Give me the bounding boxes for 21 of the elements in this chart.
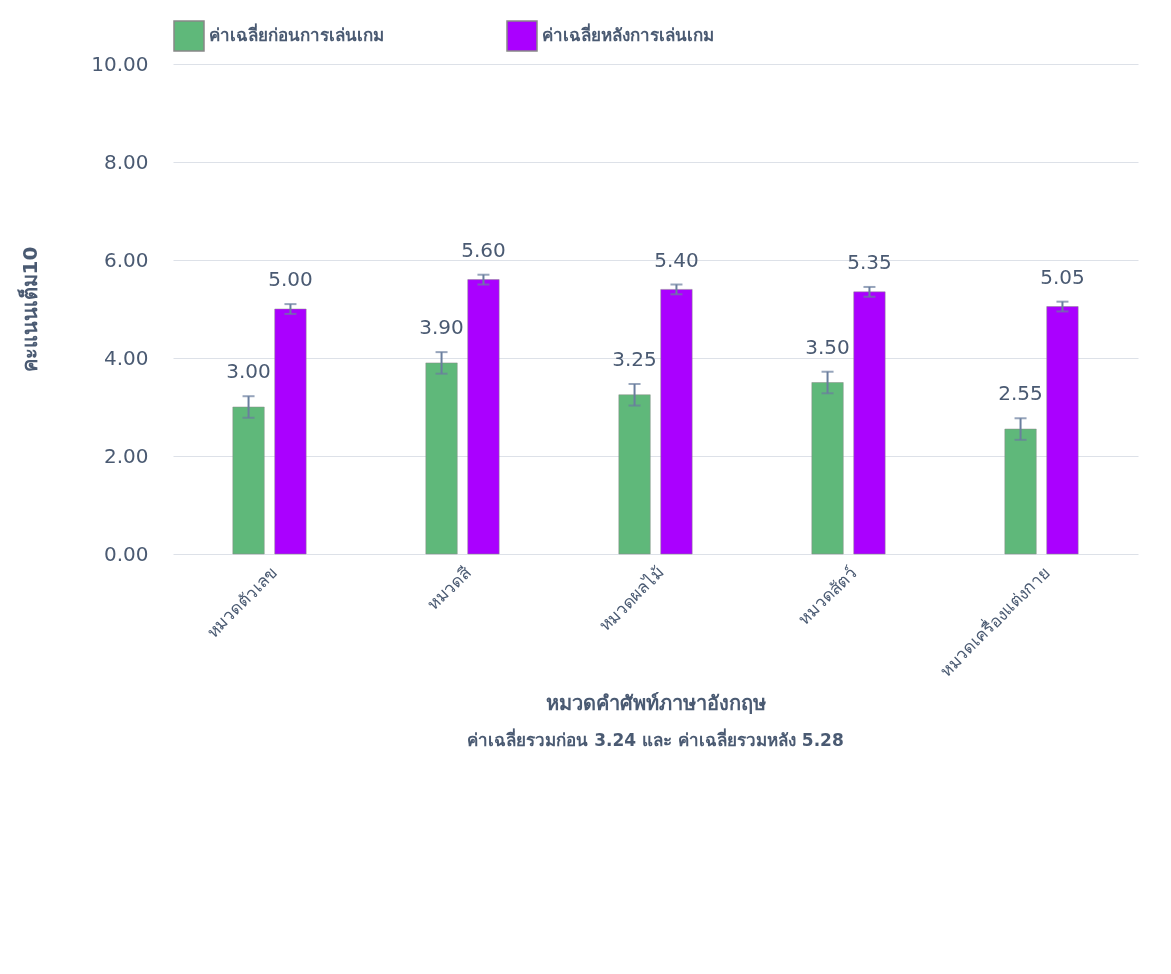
data-label: 5.60	[461, 237, 506, 262]
y-tick-label: 10.00	[91, 51, 149, 76]
y-tick-label: 4.00	[103, 345, 149, 370]
y-tick-label: 0.00	[103, 541, 149, 566]
data-label: 5.00	[268, 267, 313, 292]
x-axis-title: หมวดคำศัพท์ภาษาอังกฤษ	[546, 690, 766, 715]
legend-label: ค่าเฉลี่ยหลังการเล่นเกม	[542, 23, 714, 45]
y-axis-title: คะแนนเต็ม10	[17, 246, 43, 373]
y-tick-label: 6.00	[103, 247, 149, 272]
legend-label: ค่าเฉลี่ยก่อนการเล่นเกม	[209, 23, 384, 45]
data-label: 3.50	[805, 334, 850, 359]
data-label: 5.40	[654, 247, 699, 272]
data-label: 5.05	[1040, 264, 1085, 289]
data-label: 2.55	[998, 381, 1043, 406]
y-tick-label: 2.00	[103, 443, 149, 468]
data-label: 3.25	[612, 346, 657, 371]
data-label: 3.90	[419, 315, 464, 340]
data-label: 3.00	[226, 359, 271, 384]
y-tick-label: 8.00	[103, 149, 149, 174]
data-label: 5.35	[847, 249, 892, 274]
text: ค่าเฉลี่ยรวมก่อน 3.24 และ ค่าเฉลี่ยรวมหลัง 5.28	[467, 728, 844, 751]
